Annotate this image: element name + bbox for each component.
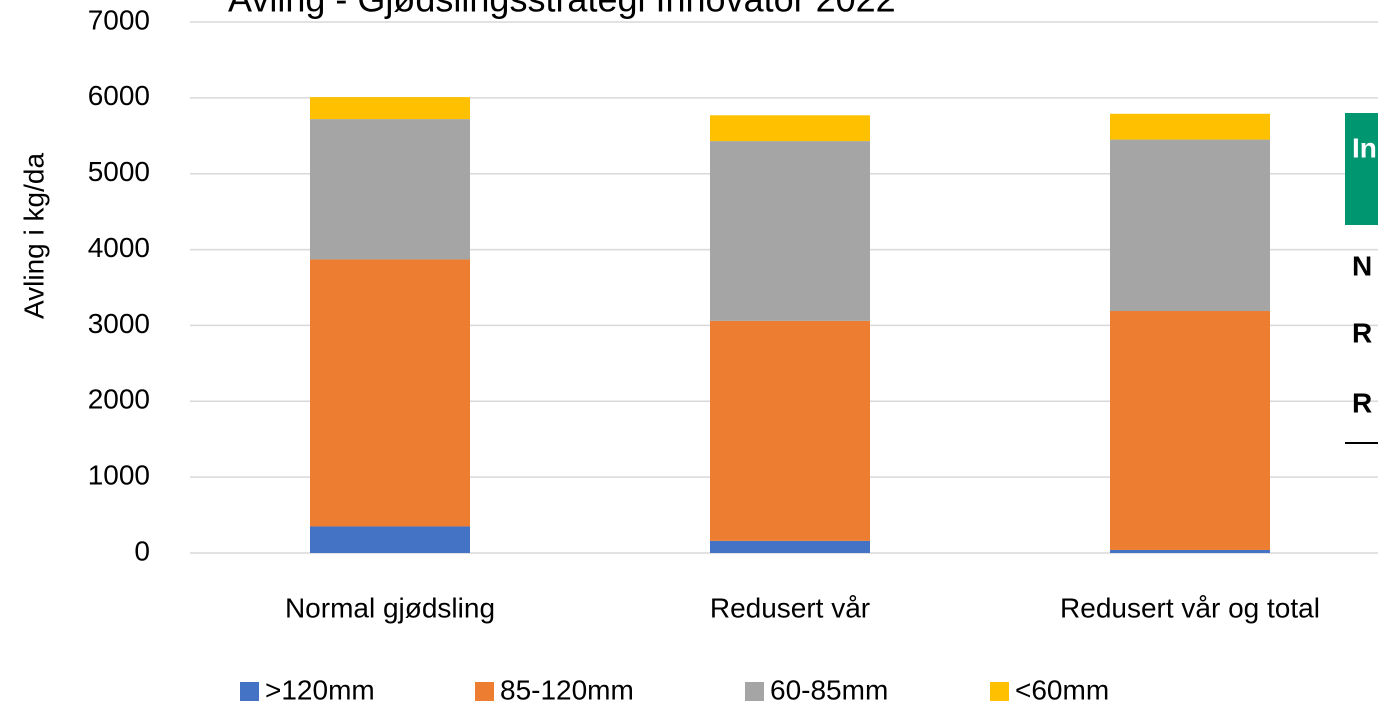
bar-segment xyxy=(710,540,870,553)
legend-label: >120mm xyxy=(265,674,375,705)
x-tick-label: Redusert vår og total xyxy=(1060,592,1320,623)
x-tick-label: Normal gjødsling xyxy=(285,592,495,623)
y-tick-label: 1000 xyxy=(88,460,150,491)
bar-segment xyxy=(710,141,870,321)
bar-segment xyxy=(1110,311,1270,550)
bar-segment xyxy=(310,119,470,260)
legend-swatch xyxy=(475,682,494,701)
legend-swatch xyxy=(240,682,259,701)
table-row: R xyxy=(1352,387,1372,418)
table-header: In xyxy=(1352,132,1377,163)
bar-segment xyxy=(710,115,870,142)
y-axis-label: Avling i kg/da xyxy=(18,153,49,319)
bar-segment xyxy=(310,97,470,120)
y-tick-label: 6000 xyxy=(88,80,150,111)
side-table: In N R R xyxy=(1345,113,1378,444)
y-tick-label: 3000 xyxy=(88,308,150,339)
y-tick-label: 4000 xyxy=(88,232,150,263)
y-tick-label: 0 xyxy=(134,535,150,566)
legend-label: <60mm xyxy=(1015,674,1109,705)
bar-segment xyxy=(1110,549,1270,553)
bar-segment xyxy=(710,320,870,541)
table-header-bg xyxy=(1345,113,1378,225)
legend-swatch xyxy=(745,682,764,701)
bar-segment xyxy=(1110,113,1270,140)
legend-swatch xyxy=(990,682,1009,701)
legend-label: 85-120mm xyxy=(500,674,634,705)
bar-segment xyxy=(310,259,470,527)
table-row: N xyxy=(1352,250,1372,281)
table-row: R xyxy=(1352,317,1372,348)
bar-segment xyxy=(310,526,470,553)
bar-segment xyxy=(1110,139,1270,312)
legend-label: 60-85mm xyxy=(770,674,888,705)
y-tick-label: 5000 xyxy=(88,156,150,187)
x-tick-label: Redusert vår xyxy=(710,592,870,623)
y-tick-label: 7000 xyxy=(88,4,150,35)
y-tick-label: 2000 xyxy=(88,384,150,415)
chart-title: Avling - Gjødslingsstrategi Innovator 20… xyxy=(228,0,896,20)
